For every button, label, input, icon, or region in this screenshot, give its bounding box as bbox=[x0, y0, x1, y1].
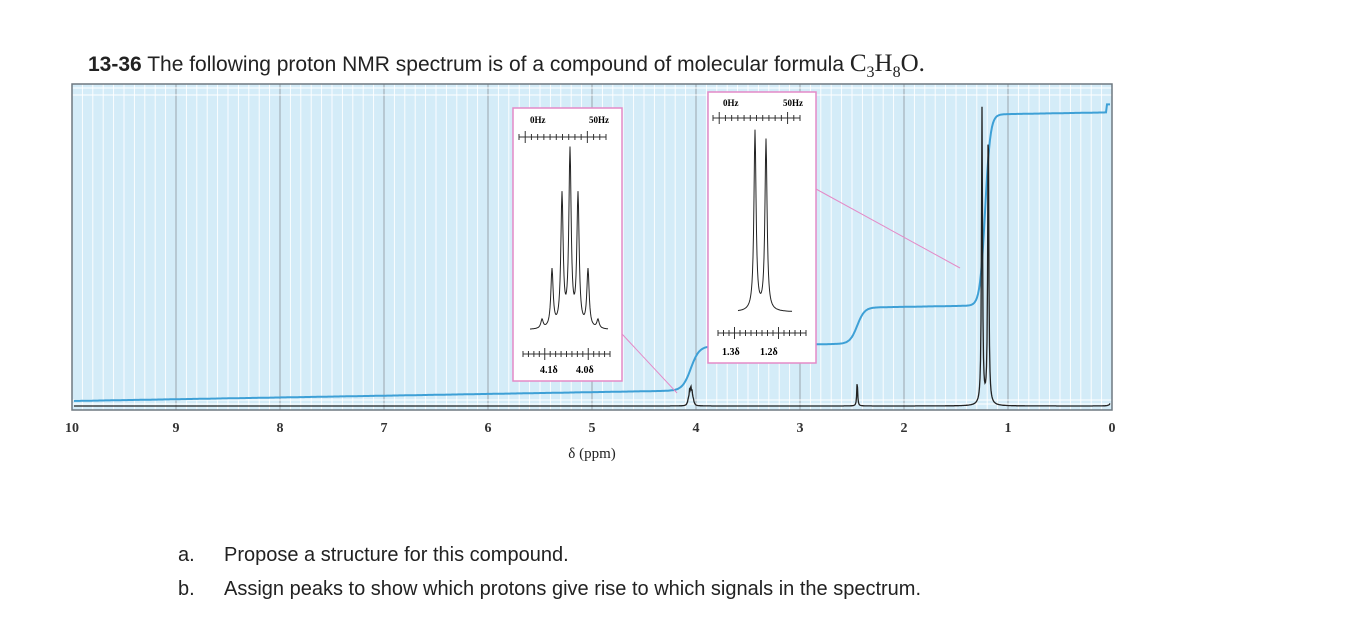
formula-c-sub: 3 bbox=[866, 64, 875, 81]
spectrum-trace bbox=[74, 106, 1111, 407]
x-tick-label: 10 bbox=[65, 421, 79, 436]
inset-right-frame bbox=[707, 91, 817, 364]
formula-c: C bbox=[849, 50, 867, 77]
question-b-letter: b. bbox=[178, 578, 195, 600]
x-tick-label: 3 bbox=[797, 421, 804, 436]
x-tick-label: 9 bbox=[173, 421, 180, 436]
x-tick-label: 0 bbox=[1109, 421, 1116, 436]
question-b-text: Assign peaks to show which protons give … bbox=[224, 578, 922, 600]
inset-right-ppm-ruler bbox=[717, 327, 807, 339]
question-b: b. Assign peaks to show which protons giv… bbox=[178, 578, 921, 601]
plot-frame bbox=[71, 83, 1113, 411]
x-tick-label: 4 bbox=[693, 421, 700, 436]
inset-right-hz-ruler bbox=[712, 112, 801, 124]
inset-left-frame bbox=[512, 107, 623, 382]
inset-right-ppm-b: 1.2δ bbox=[760, 347, 778, 358]
inset-right: 0Hz 50Hz 1.3δ 1.2δ bbox=[707, 91, 817, 364]
integral-curve bbox=[73, 103, 1110, 402]
inset-left: 0Hz 50Hz 4.1δ 4.0δ bbox=[512, 107, 623, 382]
inset-left-hz-0: 0Hz bbox=[530, 115, 546, 125]
x-tick-label: 1 bbox=[1005, 421, 1012, 436]
molecular-formula: C3H8O. bbox=[849, 50, 925, 81]
inset-right-ppm-a: 1.3δ bbox=[722, 347, 740, 358]
inset-left-septet-trace bbox=[530, 146, 609, 330]
question-a: a. Propose a structure for this compound. bbox=[178, 544, 569, 567]
inset-right-doublet-trace bbox=[737, 129, 793, 312]
inset-left-hz-50: 50Hz bbox=[589, 115, 609, 125]
formula-h-sub: 8 bbox=[892, 64, 901, 81]
inset-right-connector bbox=[815, 188, 961, 269]
x-tick-label: 8 bbox=[277, 421, 284, 436]
x-tick-label: 7 bbox=[381, 421, 388, 436]
x-tick-label: 5 bbox=[589, 421, 596, 436]
problem-heading: 13-36 The following proton NMR spectrum … bbox=[88, 50, 925, 82]
x-axis-label: δ (ppm) bbox=[568, 446, 615, 462]
x-tick-labels: 10 9 8 7 6 5 4 3 2 1 0 bbox=[65, 421, 1116, 436]
problem-text: The following proton NMR spectrum is of … bbox=[147, 53, 844, 76]
question-a-text: Propose a structure for this compound. bbox=[224, 544, 569, 566]
inset-left-hz-ruler bbox=[518, 131, 607, 143]
trace-layer bbox=[73, 103, 1111, 407]
inset-left-ppm-ruler bbox=[522, 348, 611, 360]
inset-right-hz-50: 50Hz bbox=[783, 98, 803, 108]
problem-number: 13-36 bbox=[88, 53, 142, 76]
x-tick-label: 6 bbox=[485, 421, 492, 436]
formula-end: . bbox=[918, 50, 925, 77]
inset-left-connector bbox=[621, 333, 678, 394]
formula-o: O bbox=[900, 50, 919, 77]
x-tick-label: 2 bbox=[901, 421, 908, 436]
inset-right-hz-0: 0Hz bbox=[723, 98, 739, 108]
inset-left-ppm-b: 4.0δ bbox=[576, 365, 594, 376]
formula-h: H bbox=[874, 50, 893, 77]
question-a-letter: a. bbox=[178, 544, 195, 566]
inset-left-ppm-a: 4.1δ bbox=[540, 365, 558, 376]
